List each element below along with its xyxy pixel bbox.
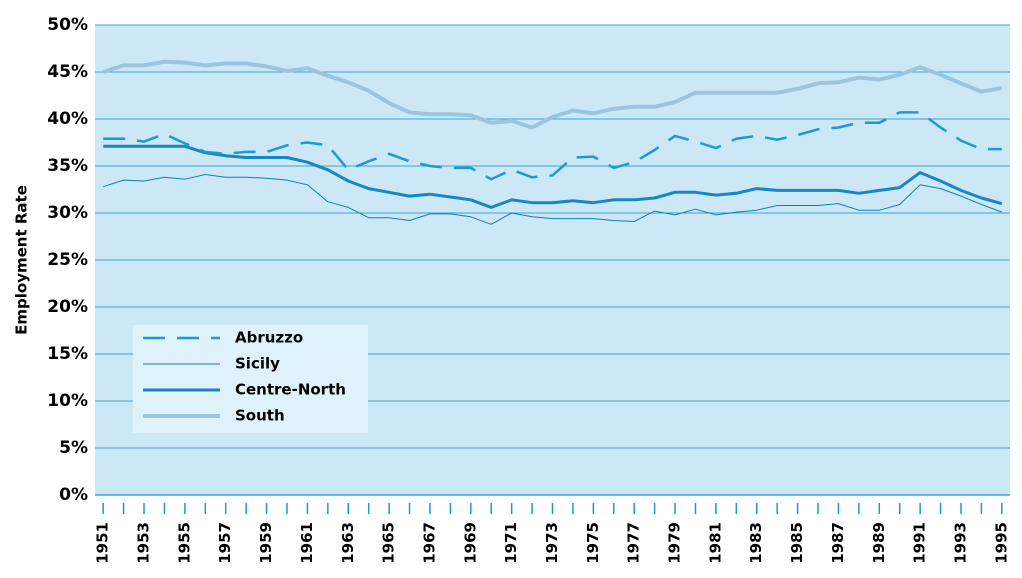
x-tick-label: 1957 xyxy=(216,522,234,564)
x-tick-label: 1959 xyxy=(257,522,275,564)
x-tick-label: 1983 xyxy=(747,522,765,564)
x-tick-label: 1963 xyxy=(339,522,357,564)
x-tick-label: 1951 xyxy=(94,522,112,564)
y-tick-label: 45% xyxy=(47,62,88,82)
x-tick-label: 1985 xyxy=(788,522,806,564)
legend-label: South xyxy=(235,407,285,425)
x-tick-label: 1993 xyxy=(951,522,969,564)
y-tick-label: 15% xyxy=(47,344,88,364)
y-tick-label: 10% xyxy=(47,391,88,411)
x-tick-label: 1953 xyxy=(135,522,153,564)
series-line xyxy=(103,111,1002,181)
legend: Abruzzo Sicily Centre-North South xyxy=(133,325,368,433)
y-tick-label: 35% xyxy=(47,156,88,176)
x-tick-label: 1979 xyxy=(666,522,684,564)
y-tick-label: 40% xyxy=(47,109,88,129)
y-axis-label: Employment Rate xyxy=(13,185,31,335)
series-line xyxy=(102,59,1003,130)
x-tick-label: 1975 xyxy=(584,522,602,564)
x-tick-label: 1965 xyxy=(380,522,398,564)
x-tick-label: 1971 xyxy=(502,522,520,564)
y-tick-label: 30% xyxy=(47,203,88,223)
y-tick-label: 50% xyxy=(47,15,88,35)
x-tick-label: 1955 xyxy=(175,522,193,564)
series-line xyxy=(103,174,1002,225)
x-tick-label: 1991 xyxy=(911,522,929,564)
x-tick-label: 1967 xyxy=(420,522,438,564)
legend-label: Centre-North xyxy=(235,381,346,399)
y-tick-label: 25% xyxy=(47,250,88,270)
x-tick-label: 1973 xyxy=(543,522,561,564)
x-tick-label: 1977 xyxy=(625,522,643,564)
y-tick-label: 0% xyxy=(59,485,88,505)
series-line xyxy=(103,144,1003,209)
x-tick-label: 1981 xyxy=(706,522,724,564)
legend-label: Sicily xyxy=(235,355,280,373)
x-tick-label: 1969 xyxy=(461,522,479,564)
y-tick-label: 20% xyxy=(47,297,88,317)
y-tick-label: 5% xyxy=(59,438,88,458)
x-tick-label: 1989 xyxy=(870,522,888,564)
x-tick-label: 1961 xyxy=(298,522,316,564)
legend-label: Abruzzo xyxy=(235,329,303,347)
x-tick-label: 1987 xyxy=(829,522,847,564)
x-tick-label: 1995 xyxy=(992,522,1010,564)
